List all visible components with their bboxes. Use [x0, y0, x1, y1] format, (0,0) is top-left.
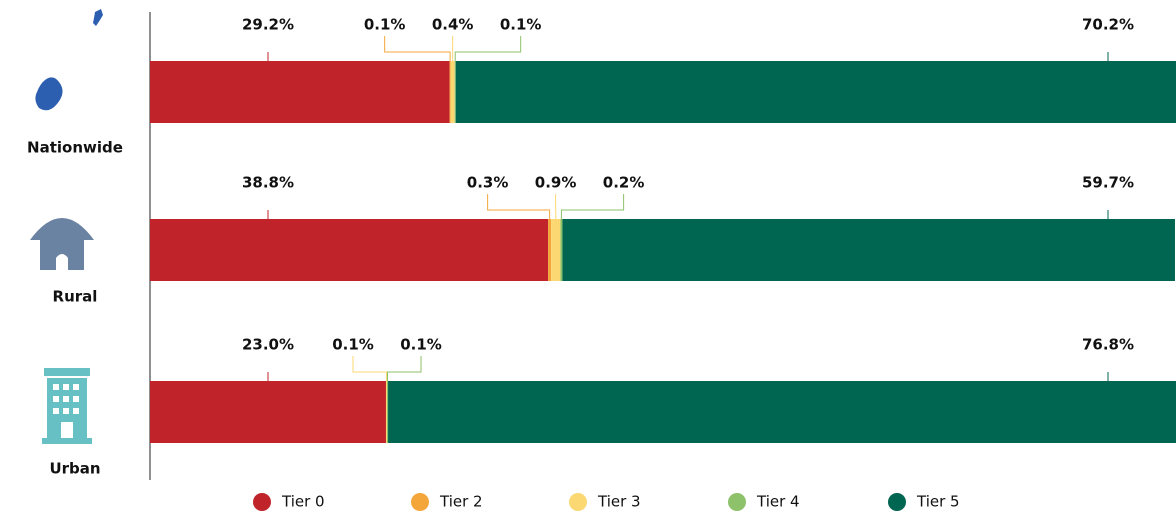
hut-icon	[30, 218, 94, 270]
legend-label: Tier 3	[597, 493, 641, 511]
bar-segment	[386, 381, 387, 443]
bar-segment	[451, 61, 455, 123]
value-label: 23.0%	[242, 336, 294, 354]
value-label: 0.3%	[467, 174, 509, 192]
legend-label: Tier 2	[439, 493, 483, 511]
legend-label: Tier 5	[916, 493, 960, 511]
bar-segment	[150, 61, 450, 123]
bar-segment	[562, 219, 1175, 281]
leader-line	[388, 356, 421, 381]
bar-segment	[450, 61, 451, 123]
value-label: 0.1%	[500, 16, 542, 34]
value-label: 0.1%	[332, 336, 374, 354]
map-icon	[35, 9, 103, 110]
legend-label: Tier 4	[756, 493, 800, 511]
bar-segment	[455, 61, 456, 123]
value-label: 38.8%	[242, 174, 294, 192]
leader-line	[488, 194, 550, 219]
bar-segment	[150, 381, 386, 443]
legend-marker	[888, 493, 906, 511]
value-label: 0.1%	[400, 336, 442, 354]
legend-marker	[728, 493, 746, 511]
leader-line	[455, 36, 520, 61]
leader-line	[385, 36, 450, 61]
value-label: 76.8%	[1082, 336, 1134, 354]
bar-segment	[456, 61, 1176, 123]
bar-segment	[560, 219, 562, 281]
bar-segment	[150, 219, 548, 281]
value-label: 0.4%	[432, 16, 474, 34]
value-label: 0.2%	[603, 174, 645, 192]
legend-marker	[411, 493, 429, 511]
value-label: 59.7%	[1082, 174, 1134, 192]
leader-line	[561, 194, 623, 219]
legend-marker	[253, 493, 271, 511]
bar-segment	[548, 219, 551, 281]
value-label: 0.1%	[364, 16, 406, 34]
category-label: Urban	[49, 460, 100, 478]
legend-label: Tier 0	[281, 493, 325, 511]
bar-segment	[388, 381, 1176, 443]
category-label: Nationwide	[27, 139, 123, 157]
building-icon	[42, 368, 92, 444]
leader-line	[353, 356, 386, 381]
bar-segment	[387, 381, 388, 443]
bar-segment	[551, 219, 560, 281]
category-label: Rural	[53, 288, 98, 306]
value-label: 70.2%	[1082, 16, 1134, 34]
legend-marker	[569, 493, 587, 511]
value-label: 0.9%	[535, 174, 577, 192]
value-label: 29.2%	[242, 16, 294, 34]
